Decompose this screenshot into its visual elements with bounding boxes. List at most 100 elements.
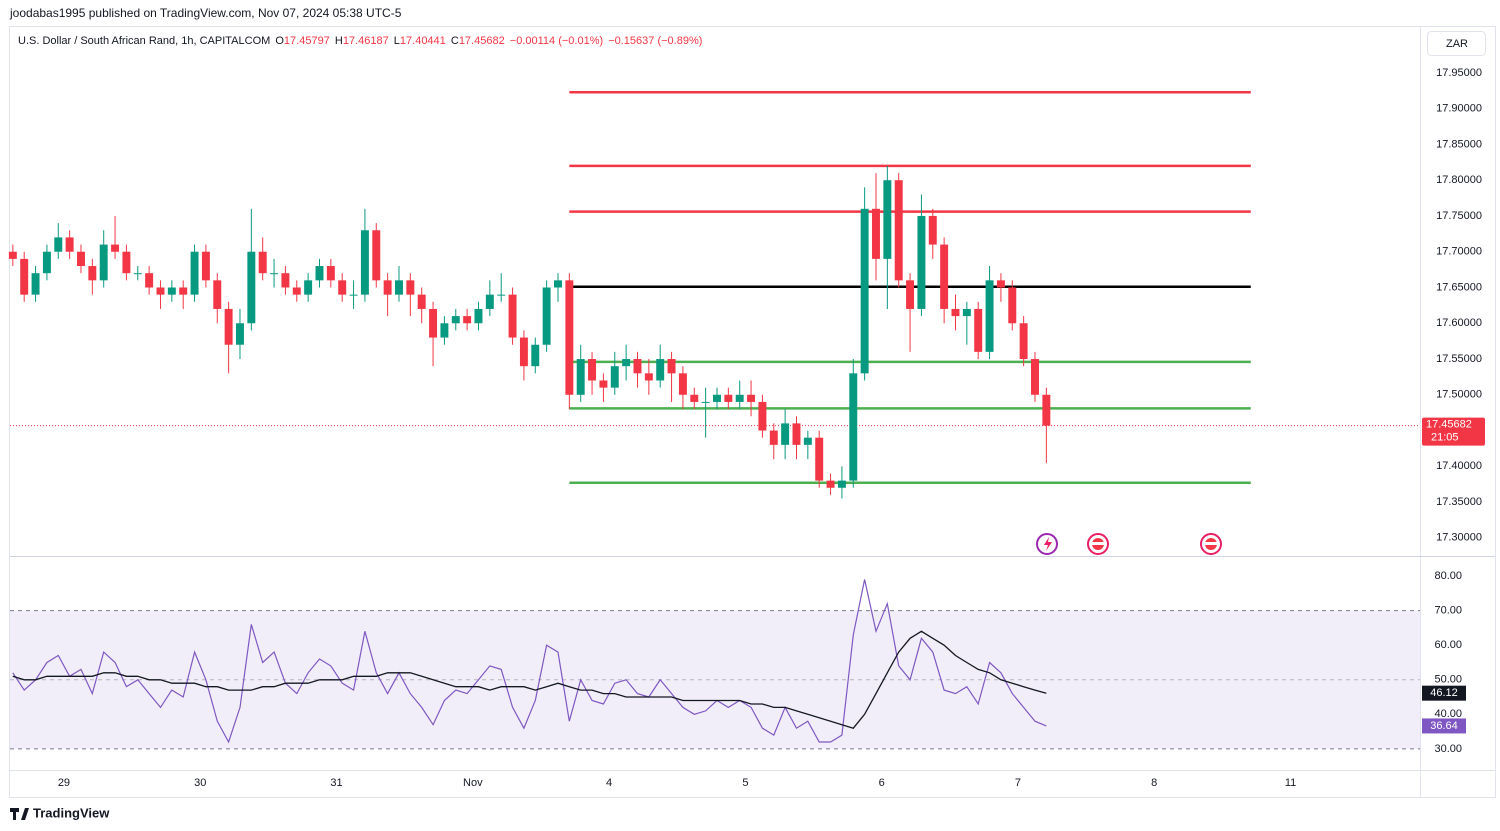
candle-body (917, 215, 926, 309)
candle-body (690, 394, 699, 402)
candle-body (326, 266, 335, 281)
candle-body (429, 308, 438, 338)
candle-body (849, 373, 858, 481)
last-price-label: 17.45682 (1426, 419, 1472, 431)
candle-body (247, 251, 256, 324)
candle-body (360, 230, 369, 295)
candle-body (985, 280, 994, 352)
value-badge-label: 36.64 (1430, 720, 1458, 732)
candle-body (610, 366, 619, 388)
candle-body (77, 251, 85, 267)
y-tick-label: 17.40000 (1436, 460, 1482, 472)
brand: TradingView (10, 805, 110, 820)
candle-body (485, 294, 494, 309)
candle-body (304, 280, 313, 295)
candle-body (644, 373, 653, 381)
candle-body (724, 394, 733, 402)
candle-body (996, 280, 1005, 288)
value-badge (1422, 718, 1466, 734)
candle-body (588, 359, 597, 381)
candle-body (860, 208, 869, 374)
candle-body (20, 258, 29, 295)
x-tick-label: Nov (463, 777, 483, 789)
candle-body (167, 287, 176, 295)
candle-body (667, 359, 676, 374)
candle-body (258, 251, 267, 274)
candle-body (747, 394, 756, 402)
event-flag-stripe (1205, 542, 1217, 545)
candle-body (781, 423, 790, 445)
candle-body (951, 308, 960, 317)
x-tick-label: 6 (879, 777, 885, 789)
rsi-axis: 30.00 40.00 50.00 60.00 70.00 80.00 (1434, 570, 1462, 755)
candle-body (292, 287, 301, 295)
candle-body (31, 273, 40, 295)
candle-body (883, 180, 892, 259)
candle-body (531, 344, 540, 367)
countdown-label: 21:05 (1431, 432, 1459, 444)
candle-body (894, 180, 903, 281)
candle-body (974, 308, 983, 352)
value-badge-label: 46.12 (1430, 687, 1458, 699)
y-tick-label: 17.95000 (1436, 67, 1482, 79)
frame (9, 26, 1496, 798)
candle-body (213, 280, 222, 309)
rsi-line (12, 630, 1047, 729)
change: −0.00114 (−0.01%) (510, 35, 603, 47)
candle-body (474, 308, 483, 324)
candle-body (940, 244, 949, 309)
candle-body (1031, 359, 1039, 395)
candle-body (54, 237, 63, 252)
x-tick-label: 31 (330, 777, 342, 789)
candle-body (1042, 394, 1051, 426)
x-tick-label: 30 (194, 777, 206, 789)
change-total: −0.15637 (−0.89%) (608, 35, 702, 47)
candle-body (42, 251, 51, 274)
y-tick-label: 17.70000 (1436, 246, 1482, 258)
c-value: 17.45682 (459, 35, 505, 47)
h-value: 17.46187 (343, 35, 389, 47)
y-tick-label: 50.00 (1434, 674, 1462, 686)
y-tick-label: 80.00 (1434, 570, 1462, 582)
candle-body (315, 266, 324, 281)
o-value: 17.45797 (284, 35, 330, 47)
candle-body (224, 308, 233, 345)
candle-body (338, 280, 347, 295)
symbol: U.S. Dollar / South African Rand, 1h, CA… (18, 35, 270, 47)
o-label: O (275, 35, 284, 47)
candle-body (508, 294, 517, 338)
candle-body (383, 280, 392, 295)
currency-button[interactable] (1427, 31, 1486, 56)
x-tick-label: 7 (1015, 777, 1021, 789)
candle-body (463, 316, 472, 324)
candle-body (497, 294, 506, 296)
candle-body (190, 251, 199, 295)
candle-body (656, 359, 665, 381)
candle-body (576, 359, 585, 395)
x-tick-label: 5 (742, 777, 748, 789)
candle-body (349, 294, 358, 296)
rsi-line (12, 579, 1047, 744)
currency[interactable]: ZAR (1446, 38, 1468, 50)
candle-body (1008, 287, 1017, 324)
candles (8, 165, 1051, 499)
candle-body (156, 287, 165, 295)
brand-logo (10, 808, 29, 820)
candle-body (65, 237, 74, 252)
candle-body (372, 230, 381, 281)
candle-body (769, 430, 778, 445)
candle-body (395, 280, 403, 295)
x-tick-label: 4 (606, 777, 612, 789)
candle-body (145, 273, 154, 288)
y-tick-label: 17.80000 (1436, 174, 1482, 186)
candle-body (270, 273, 279, 275)
y-tick-label: 17.50000 (1436, 389, 1482, 401)
candle-body (815, 437, 824, 481)
event-flag-stripe (1092, 542, 1104, 545)
candle-body (701, 401, 710, 403)
y-tick-label: 70.00 (1434, 605, 1462, 617)
candle-body (678, 373, 687, 395)
candle-body (622, 359, 631, 367)
